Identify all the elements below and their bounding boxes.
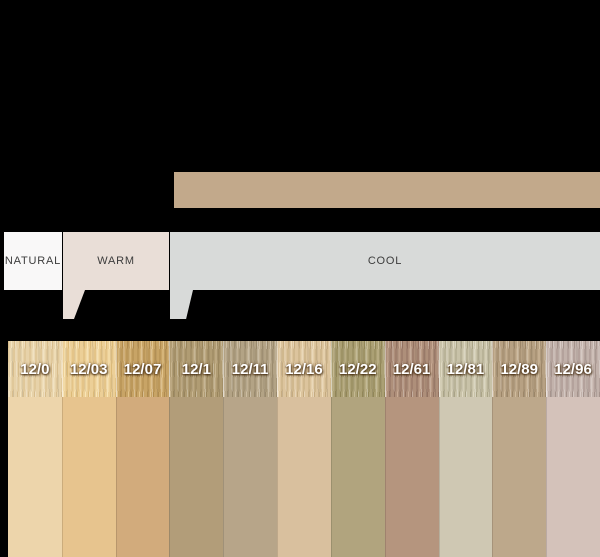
category-natural-label: NATURAL bbox=[4, 255, 62, 267]
shade-code-label: 12/0 bbox=[20, 360, 50, 378]
category-cool-label: COOL bbox=[367, 255, 403, 267]
category-warm: WARM bbox=[63, 232, 169, 290]
category-cool: COOL bbox=[170, 232, 600, 290]
hair-texture-sample: 12/16 bbox=[277, 341, 331, 397]
category-natural: NATURAL bbox=[4, 232, 62, 290]
shade-swatch-12-22[interactable]: 12/22 bbox=[330, 341, 385, 557]
hair-texture-sample: 12/89 bbox=[492, 341, 547, 397]
hair-texture-sample: 12/1 bbox=[169, 341, 224, 397]
shade-swatch-12-03[interactable]: 12/03 bbox=[61, 341, 116, 557]
shade-code-label: 12/81 bbox=[446, 360, 485, 378]
shade-swatch-12-89[interactable]: 12/89 bbox=[492, 341, 547, 557]
shade-code-label: 12/96 bbox=[554, 360, 592, 378]
category-warm-label: WARM bbox=[97, 255, 135, 267]
shade-code-label: 12/03 bbox=[69, 360, 108, 378]
hair-texture-sample: 12/22 bbox=[330, 341, 385, 397]
shade-color-block bbox=[61, 397, 116, 557]
shade-swatch-12-81[interactable]: 12/81 bbox=[438, 341, 493, 557]
shade-swatch-12-11[interactable]: 12/11 bbox=[223, 341, 278, 557]
shade-swatch-12-96[interactable]: 12/96 bbox=[546, 341, 600, 557]
shade-swatch-12-61[interactable]: 12/61 bbox=[384, 341, 439, 557]
shade-color-block bbox=[546, 397, 600, 557]
category-warm-pointer bbox=[63, 290, 85, 319]
shade-code-label: 12/1 bbox=[181, 360, 211, 378]
shade-code-label: 12/22 bbox=[339, 360, 377, 378]
shade-color-block bbox=[8, 397, 62, 557]
shade-swatch-12-07[interactable]: 12/07 bbox=[115, 341, 170, 557]
shade-code-label: 12/61 bbox=[392, 360, 431, 378]
shade-color-block bbox=[492, 397, 547, 557]
shade-color-block bbox=[169, 397, 224, 557]
hair-texture-sample: 12/07 bbox=[115, 341, 170, 397]
swatch-row: 12/0 12/03 12/07 12/1 12/11 bbox=[8, 341, 600, 557]
shade-color-block bbox=[277, 397, 331, 557]
shade-code-label: 12/16 bbox=[285, 360, 323, 378]
shade-color-block bbox=[438, 397, 493, 557]
hair-texture-sample: 12/11 bbox=[223, 341, 278, 397]
shade-code-label: 12/89 bbox=[500, 360, 538, 378]
shade-color-block bbox=[223, 397, 278, 557]
shade-swatch-12-1[interactable]: 12/1 bbox=[169, 341, 224, 557]
shade-swatch-12-16[interactable]: 12/16 bbox=[277, 341, 331, 557]
title-banner bbox=[174, 172, 600, 208]
shade-code-label: 12/11 bbox=[231, 360, 269, 378]
hair-texture-sample: 12/03 bbox=[61, 341, 116, 397]
shade-color-block bbox=[115, 397, 170, 557]
category-cool-pointer bbox=[170, 290, 193, 319]
hair-texture-sample: 12/61 bbox=[384, 341, 439, 397]
shade-color-block bbox=[330, 397, 385, 557]
shade-color-block bbox=[384, 397, 439, 557]
shade-swatch-12-0[interactable]: 12/0 bbox=[8, 341, 62, 557]
hair-texture-sample: 12/81 bbox=[438, 341, 493, 397]
shade-code-label: 12/07 bbox=[123, 360, 162, 378]
hair-texture-sample: 12/96 bbox=[546, 341, 600, 397]
hair-texture-sample: 12/0 bbox=[8, 341, 62, 397]
